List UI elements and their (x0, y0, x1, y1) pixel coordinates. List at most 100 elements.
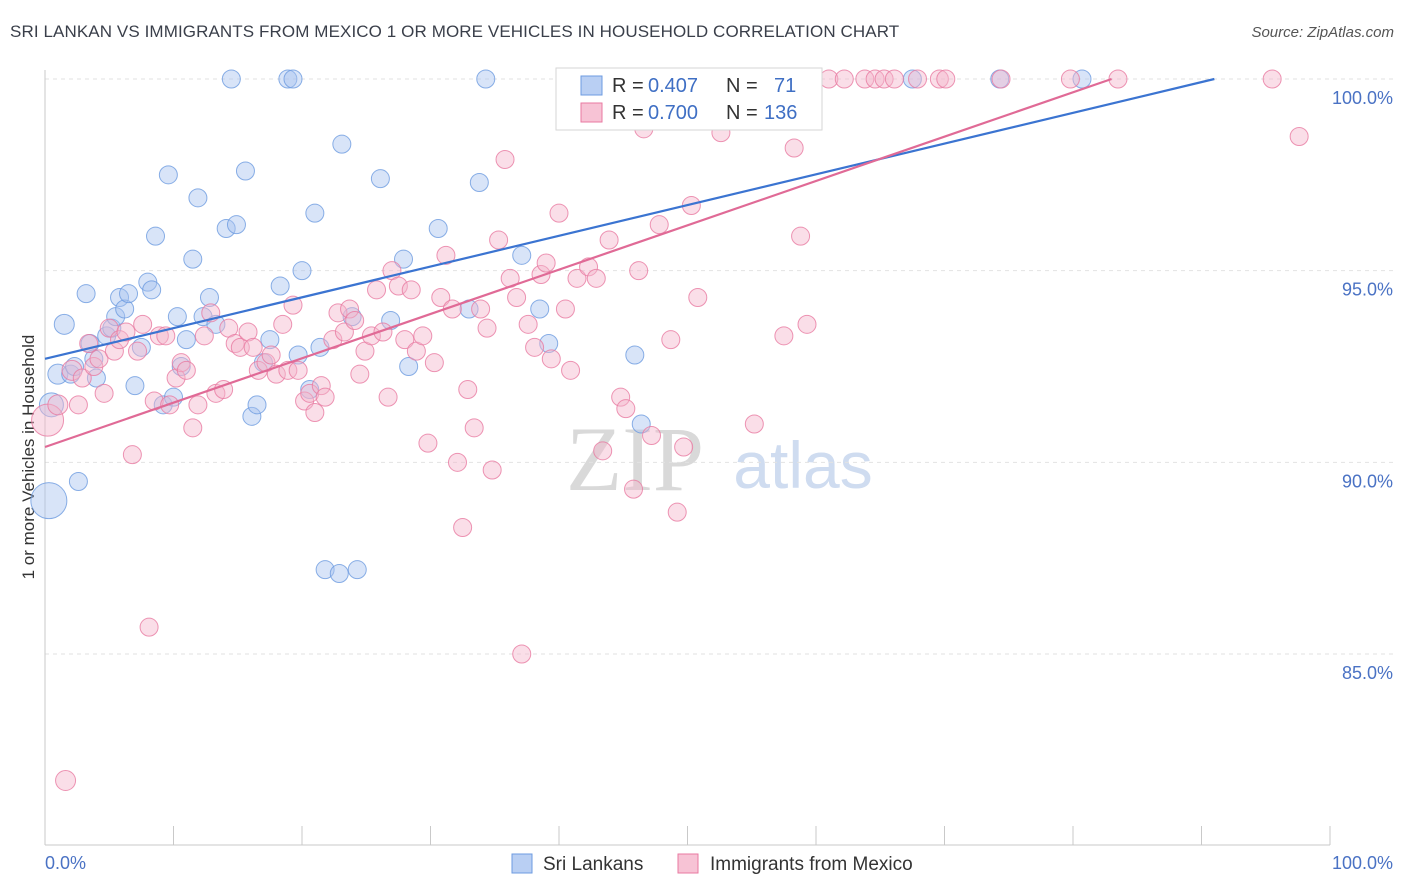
data-point (315, 560, 335, 580)
data-point (238, 322, 258, 342)
legend-swatch-sri-lankans (580, 75, 603, 96)
data-point (55, 770, 77, 791)
data-point (555, 299, 575, 319)
data-point (86, 368, 106, 388)
data-point (625, 345, 645, 365)
data-point (76, 284, 96, 304)
source-credit: Source: ZipAtlas.com (1251, 24, 1394, 41)
data-point (579, 257, 599, 277)
data-point (855, 69, 875, 89)
data-point (61, 359, 83, 381)
data-point (599, 230, 619, 250)
data-point (89, 349, 109, 369)
data-point (549, 203, 569, 223)
data-point (531, 265, 551, 284)
data-point (94, 383, 114, 403)
series-legend-sri-lankans: Sri Lankans (543, 854, 643, 875)
trend-line-mexico (44, 77, 1112, 449)
data-point (447, 452, 467, 472)
data-point (146, 226, 166, 246)
data-point (270, 276, 290, 296)
data-point (47, 394, 69, 416)
data-point (373, 322, 393, 342)
x-tick-label-max: 100.0% (1332, 853, 1393, 873)
series-legend-swatch-mexico (677, 853, 699, 874)
chart-title: SRI LANKAN VS IMMIGRANTS FROM MEXICO 1 O… (10, 22, 900, 41)
data-point (471, 299, 491, 319)
y-tick-label: 85.0% (1342, 663, 1393, 683)
data-point (292, 261, 312, 281)
data-point (401, 280, 421, 300)
data-point (131, 337, 151, 357)
watermark-atlas: atlas (733, 428, 872, 502)
data-point (347, 560, 367, 580)
data-point (469, 173, 489, 192)
legend-r-label-2: R = (612, 102, 644, 124)
data-point (530, 299, 550, 319)
data-point (395, 330, 415, 350)
data-point (242, 406, 262, 426)
series-legend-swatch-sri-lankans (511, 853, 533, 874)
data-point (235, 161, 255, 181)
y-tick-label: 95.0% (1342, 280, 1393, 300)
data-point (624, 479, 644, 499)
series-legend-mexico: Immigrants from Mexico (710, 854, 913, 875)
data-point (188, 395, 208, 415)
data-point (674, 437, 694, 457)
data-point (116, 322, 136, 342)
data-point (539, 334, 559, 353)
x-axis-ticks (173, 826, 1331, 845)
data-point (616, 399, 636, 419)
data-point (216, 219, 236, 238)
data-point (1289, 127, 1309, 146)
trend-line-sri-lankans (44, 77, 1215, 360)
data-point (381, 311, 401, 330)
data-point (525, 337, 545, 357)
data-point (667, 502, 687, 522)
data-point (1060, 69, 1080, 89)
data-point (122, 445, 142, 465)
data-point (283, 69, 303, 89)
data-point (166, 368, 186, 388)
legend-n-label-2: N = (726, 102, 758, 124)
watermark: ZIP atlas (566, 408, 873, 510)
data-point (329, 564, 349, 583)
data-point (315, 387, 335, 407)
y-tick-label: 90.0% (1342, 471, 1393, 491)
data-point (367, 280, 387, 300)
data-point (431, 288, 451, 307)
data-point (642, 426, 662, 445)
data-point (991, 69, 1011, 89)
data-point (453, 518, 473, 537)
data-point (936, 69, 956, 89)
data-point (128, 341, 148, 361)
data-point (784, 138, 804, 158)
data-point (72, 368, 92, 388)
data-point (476, 69, 496, 89)
data-point (586, 268, 606, 288)
data-point (1108, 69, 1128, 89)
data-point (273, 314, 293, 334)
data-point (791, 226, 811, 246)
data-point (661, 330, 681, 350)
data-point (394, 249, 414, 269)
data-point (260, 330, 280, 350)
data-point (378, 387, 398, 407)
data-point (561, 360, 581, 380)
data-point (874, 69, 894, 89)
data-point (84, 349, 104, 369)
data-point (68, 472, 88, 491)
data-point (30, 482, 68, 520)
data-point (611, 387, 631, 407)
legend-r-value-2: 0.700 (648, 102, 698, 124)
data-point (278, 69, 298, 89)
data-point (418, 433, 438, 453)
data-point (176, 360, 196, 380)
data-point (305, 203, 325, 223)
watermark-zip: ZIP (566, 408, 704, 510)
data-point (541, 349, 561, 369)
data-point (464, 418, 484, 438)
series-sri-lankans-points (30, 69, 1092, 583)
legend-n-value-2: 136 (764, 102, 797, 124)
data-point (115, 299, 135, 319)
